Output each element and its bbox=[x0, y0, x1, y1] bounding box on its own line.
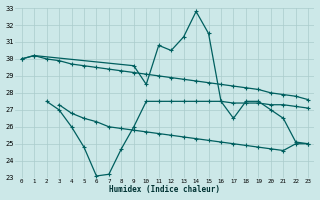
X-axis label: Humidex (Indice chaleur): Humidex (Indice chaleur) bbox=[109, 185, 220, 194]
